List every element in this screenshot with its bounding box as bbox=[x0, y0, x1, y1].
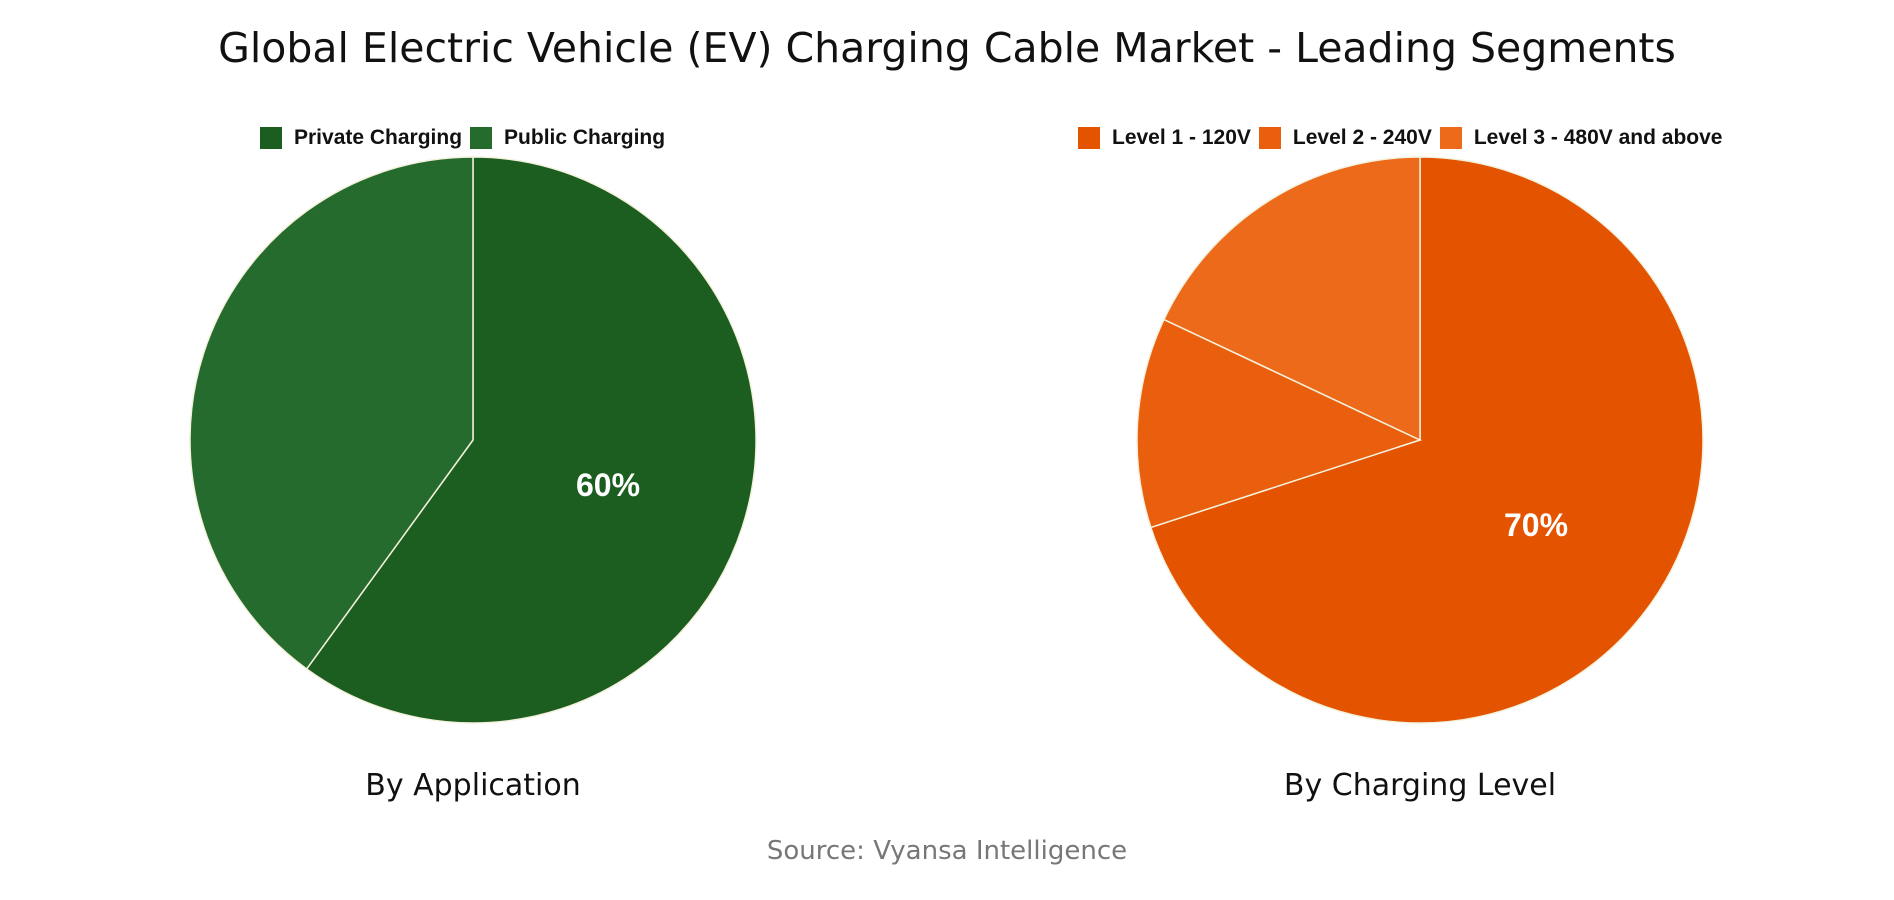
pie-slice-private-charging bbox=[305, 156, 757, 724]
pie-application bbox=[189, 156, 757, 724]
pie-slice-level-3-480v-and-above bbox=[1162, 156, 1421, 442]
legend-label: Level 2 - 240V bbox=[1292, 126, 1432, 149]
legend-swatch-icon bbox=[1078, 127, 1100, 149]
legend-label: Private Charging bbox=[294, 126, 463, 149]
legend-swatch-icon bbox=[1439, 127, 1462, 149]
legend-item-public-charging: Public Charging bbox=[470, 126, 665, 150]
legend-label: Public Charging bbox=[504, 126, 666, 149]
pie-slice-public-charging bbox=[189, 156, 474, 671]
subtitle-by-charging-level: By Charging Level bbox=[1283, 768, 1557, 803]
legend-item-level-1: Level 1 - 120V bbox=[1078, 126, 1251, 150]
legend-charging-level: Level 1 - 120V Level 2 - 240V Level 3 - … bbox=[1078, 126, 1730, 150]
legend-swatch-icon bbox=[260, 127, 282, 149]
slice-label-private-charging: 60% bbox=[576, 467, 640, 503]
pie-slice-level-1-120v bbox=[1149, 156, 1704, 724]
legend-item-level-2: Level 2 - 240V bbox=[1258, 126, 1432, 150]
pie-slice-level-2-240v bbox=[1136, 318, 1423, 529]
slice-label-level-1: 70% bbox=[1504, 507, 1568, 543]
legend-swatch-icon bbox=[1258, 127, 1281, 149]
pie-charging-level bbox=[1136, 156, 1704, 724]
legend-application: Private Charging Public Charging bbox=[260, 126, 673, 150]
legend-item-level-3: Level 3 - 480V and above bbox=[1439, 126, 1723, 150]
chart-title: Global Electric Vehicle (EV) Charging Ca… bbox=[218, 24, 1676, 72]
legend-item-private-charging: Private Charging bbox=[260, 126, 462, 150]
source-note: Source: Vyansa Intelligence bbox=[766, 836, 1128, 866]
legend-swatch-icon bbox=[470, 127, 493, 149]
legend-label: Level 3 - 480V and above bbox=[1473, 126, 1723, 149]
subtitle-by-application: By Application bbox=[365, 768, 581, 803]
legend-label: Level 1 - 120V bbox=[1112, 126, 1251, 149]
